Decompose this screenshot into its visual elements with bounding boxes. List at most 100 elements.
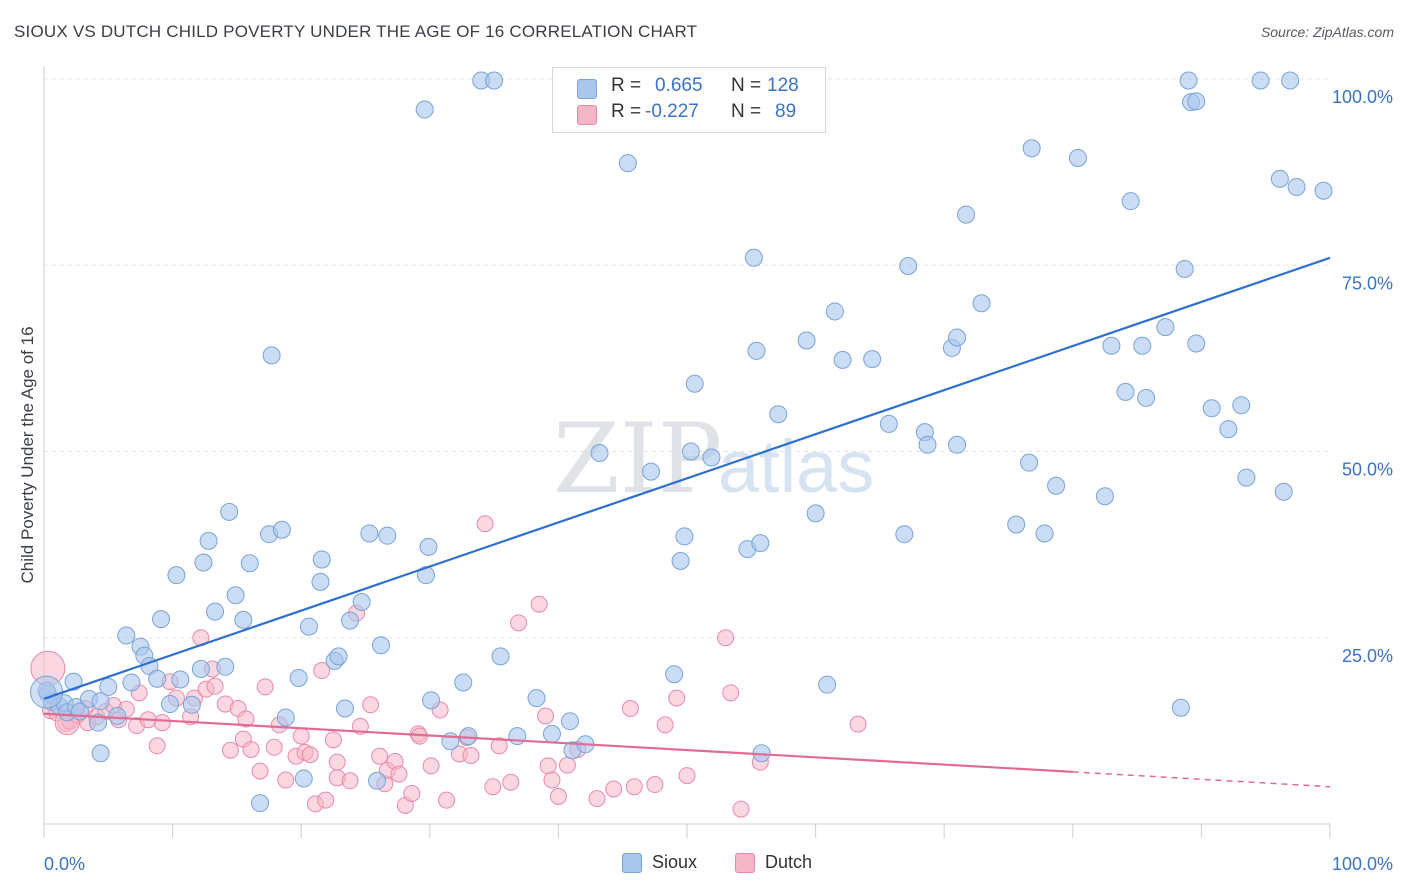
dutch-point bbox=[539, 757, 557, 775]
sioux-point bbox=[371, 636, 390, 655]
sioux-point bbox=[251, 794, 270, 813]
sioux-point bbox=[879, 414, 898, 433]
sioux-point bbox=[216, 657, 235, 676]
sioux-point bbox=[422, 691, 441, 710]
sioux-point bbox=[234, 610, 253, 629]
sioux-point bbox=[91, 744, 110, 763]
sioux-point bbox=[240, 554, 259, 573]
sioux-point bbox=[825, 302, 844, 321]
dutch-point bbox=[251, 762, 269, 780]
sioux-point bbox=[590, 443, 609, 462]
sioux-point bbox=[167, 566, 186, 585]
sioux-point bbox=[485, 71, 504, 90]
sioux-point bbox=[948, 328, 967, 347]
dutch-point bbox=[732, 800, 750, 818]
sioux-point bbox=[117, 626, 136, 645]
sioux-point bbox=[148, 669, 167, 688]
sioux-point bbox=[262, 346, 281, 365]
sioux-point bbox=[1175, 259, 1194, 278]
dutch-point bbox=[625, 778, 643, 796]
x-tick-label: 0.0% bbox=[44, 854, 85, 874]
dutch-point bbox=[317, 791, 335, 809]
sioux-point bbox=[220, 502, 239, 521]
sioux-point bbox=[508, 727, 527, 746]
watermark-zip: ZIP bbox=[553, 403, 722, 515]
sioux-point bbox=[341, 611, 360, 630]
y-tick-label: 75.0% bbox=[1342, 273, 1393, 293]
sioux-point bbox=[1116, 382, 1135, 401]
sioux-point bbox=[272, 520, 291, 539]
dutch-point bbox=[403, 784, 421, 802]
sioux-trend-line bbox=[43, 256, 1331, 700]
dutch-point bbox=[206, 677, 224, 695]
sioux-point bbox=[948, 435, 967, 454]
dutch-point bbox=[678, 767, 696, 785]
sioux-point bbox=[542, 724, 561, 743]
sioux-point bbox=[1237, 468, 1256, 487]
sioux-point bbox=[311, 572, 330, 591]
y-tick-label: 50.0% bbox=[1342, 460, 1393, 480]
legend-n-value: 89 bbox=[775, 101, 797, 122]
legend-r-label: R = bbox=[611, 75, 642, 96]
sioux-point bbox=[685, 374, 704, 393]
dutch-point bbox=[153, 714, 171, 732]
sioux-point bbox=[289, 668, 308, 687]
sioux-point bbox=[1007, 515, 1026, 534]
dutch-trend-line bbox=[43, 712, 1073, 773]
sioux-point bbox=[152, 610, 171, 629]
sioux-point bbox=[702, 448, 721, 467]
dutch-swatch bbox=[577, 105, 597, 125]
dutch-point bbox=[484, 778, 502, 796]
sioux-point bbox=[206, 602, 225, 621]
sioux-point bbox=[1179, 71, 1198, 90]
sioux-point bbox=[1068, 148, 1087, 167]
dutch-point bbox=[668, 689, 686, 707]
sioux-point bbox=[276, 708, 295, 727]
sioux-point bbox=[294, 769, 313, 788]
sioux-swatch bbox=[622, 853, 642, 873]
sioux-point bbox=[972, 294, 991, 313]
sioux-point bbox=[957, 205, 976, 224]
sioux-point bbox=[194, 553, 213, 572]
dutch-point bbox=[301, 746, 319, 764]
dutch-point bbox=[362, 696, 380, 714]
source-label: Source: ZipAtlas.com bbox=[1260, 24, 1394, 40]
dutch-point bbox=[292, 727, 310, 745]
sioux-point bbox=[671, 552, 690, 571]
dutch-point bbox=[530, 595, 548, 613]
dutch-point bbox=[422, 757, 440, 775]
correlation-legend: R = 0.665 N = 128 R = -0.227 N = 89 bbox=[552, 67, 826, 133]
dutch-point bbox=[390, 765, 408, 783]
x-tick-label: 100.0% bbox=[1332, 854, 1393, 874]
sioux-point bbox=[918, 435, 937, 454]
dutch-point bbox=[438, 791, 456, 809]
sioux-point bbox=[454, 673, 473, 692]
dutch-point bbox=[717, 629, 735, 647]
legend-r-label: R = bbox=[611, 101, 642, 122]
dutch-point bbox=[237, 710, 255, 728]
sioux-point bbox=[681, 442, 700, 461]
dutch-point bbox=[148, 737, 166, 755]
dutch-point bbox=[277, 771, 295, 789]
sioux-point bbox=[329, 647, 348, 666]
legend-row-dutch: R = -0.227 N = 89 bbox=[553, 101, 825, 127]
dutch-point bbox=[313, 662, 331, 680]
sioux-point bbox=[416, 566, 435, 585]
y-tick-label: 25.0% bbox=[1342, 646, 1393, 666]
sioux-point bbox=[360, 524, 379, 543]
sioux-point bbox=[1035, 524, 1054, 543]
sioux-point bbox=[335, 699, 354, 718]
sioux-point bbox=[91, 692, 110, 711]
sioux-point bbox=[89, 713, 108, 732]
dutch-point bbox=[646, 776, 664, 794]
sioux-point bbox=[1187, 334, 1206, 353]
dutch-point bbox=[605, 780, 623, 798]
sioux-point bbox=[1187, 92, 1206, 111]
tick-labels: 25.0% 50.0% 75.0% 100.0% 0.0% 100.0% bbox=[44, 87, 1393, 874]
sioux-point bbox=[1156, 318, 1175, 337]
sioux-point bbox=[299, 617, 318, 636]
dutch-point bbox=[722, 684, 740, 702]
sioux-point bbox=[1137, 388, 1156, 407]
dutch-point bbox=[476, 515, 494, 533]
